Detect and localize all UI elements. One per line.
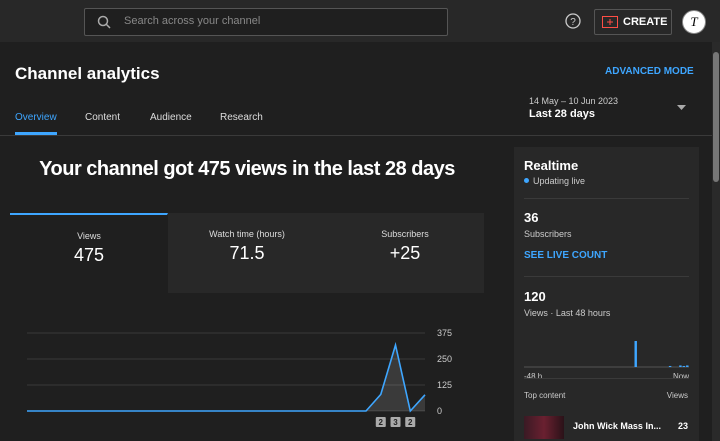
tab[interactable]: Research bbox=[220, 112, 263, 123]
svg-text:?: ? bbox=[570, 17, 576, 28]
bar bbox=[668, 365, 672, 367]
divider bbox=[524, 378, 689, 379]
line-area bbox=[27, 345, 425, 411]
search-icon bbox=[97, 15, 111, 29]
video-thumbnail[interactable] bbox=[524, 416, 564, 439]
tab-underline bbox=[15, 132, 57, 135]
x-end-label: Now bbox=[673, 372, 689, 381]
page-title: Channel analytics bbox=[15, 64, 160, 83]
help-icon[interactable]: ? bbox=[565, 13, 581, 29]
realtime-panel: Realtime Updating live 36 Subscribers SE… bbox=[514, 147, 699, 441]
create-icon bbox=[602, 16, 618, 28]
status-text: Updating live bbox=[533, 176, 586, 186]
y-tick-label: 375 bbox=[437, 328, 452, 338]
views-column: Views bbox=[666, 391, 688, 400]
divider bbox=[524, 276, 689, 277]
video-title[interactable]: John Wick Mass In... bbox=[573, 421, 661, 431]
metric-value: +25 bbox=[389, 243, 421, 263]
bar bbox=[634, 341, 637, 367]
views-label: Views · Last 48 hours bbox=[524, 308, 611, 318]
subscribers-label: Subscribers bbox=[524, 229, 572, 239]
dropdown-arrow[interactable] bbox=[677, 105, 687, 111]
annotation-text: 2 bbox=[408, 418, 413, 427]
annotation-badge bbox=[405, 417, 416, 427]
annotation-text: 3 bbox=[393, 418, 398, 427]
create-label: CREATE bbox=[623, 16, 668, 28]
metric-card[interactable]: Watch time (hours) 71.5 bbox=[168, 213, 327, 293]
y-tick-label: 250 bbox=[437, 354, 452, 364]
annotation-text: 2 bbox=[379, 418, 384, 427]
subscriber-count: 36 bbox=[524, 210, 539, 225]
line-series bbox=[27, 341, 426, 413]
realtime-status: Updating live bbox=[524, 176, 585, 186]
divider bbox=[524, 198, 689, 199]
metric-label: Views bbox=[77, 231, 101, 241]
period[interactable]: Last 28 days bbox=[529, 108, 596, 120]
realtime-bar-chart: -48 h Now bbox=[524, 341, 689, 381]
scrollbar-track bbox=[712, 42, 720, 441]
create-button[interactable]: CREATE bbox=[594, 9, 672, 35]
search-placeholder: Search across your channel bbox=[124, 15, 261, 27]
metric-label: Watch time (hours) bbox=[209, 229, 285, 239]
views-count: 120 bbox=[524, 289, 546, 304]
x-start-label: -48 h bbox=[524, 372, 542, 381]
tab[interactable]: Audience bbox=[150, 112, 192, 123]
metric-value: 71.5 bbox=[229, 243, 265, 263]
tab[interactable]: Overview bbox=[15, 112, 57, 123]
bar bbox=[682, 365, 686, 367]
metric-label: Subscribers bbox=[381, 229, 429, 239]
divider bbox=[0, 135, 712, 136]
bar bbox=[679, 365, 682, 367]
tab[interactable]: Content bbox=[85, 112, 121, 123]
annotation-badge bbox=[390, 417, 401, 427]
metric-card[interactable]: Subscribers +25 bbox=[326, 213, 485, 293]
metric-value: 475 bbox=[73, 245, 105, 265]
avatar[interactable]: T bbox=[682, 10, 706, 34]
see-live-count[interactable]: SEE LIVE COUNT bbox=[524, 250, 608, 261]
search-box[interactable]: Search across your channel bbox=[84, 8, 448, 36]
date-range: 14 May – 10 Jun 2023 bbox=[529, 96, 619, 106]
y-tick-label: 125 bbox=[437, 380, 452, 390]
headline: Your channel got 475 views in the last 2… bbox=[39, 158, 455, 180]
metric-card[interactable]: Views 475 bbox=[10, 213, 168, 293]
realtime-title: Realtime bbox=[524, 158, 579, 173]
annotation-badge bbox=[375, 417, 386, 427]
video-views: 23 bbox=[677, 421, 688, 431]
scrollbar-thumb[interactable] bbox=[713, 52, 719, 182]
advanced-mode[interactable]: ADVANCED MODE bbox=[605, 66, 694, 77]
top-content-label: Top content bbox=[524, 391, 566, 400]
bar bbox=[686, 365, 689, 367]
live-dot bbox=[524, 178, 529, 183]
y-tick-label: 0 bbox=[437, 406, 442, 416]
